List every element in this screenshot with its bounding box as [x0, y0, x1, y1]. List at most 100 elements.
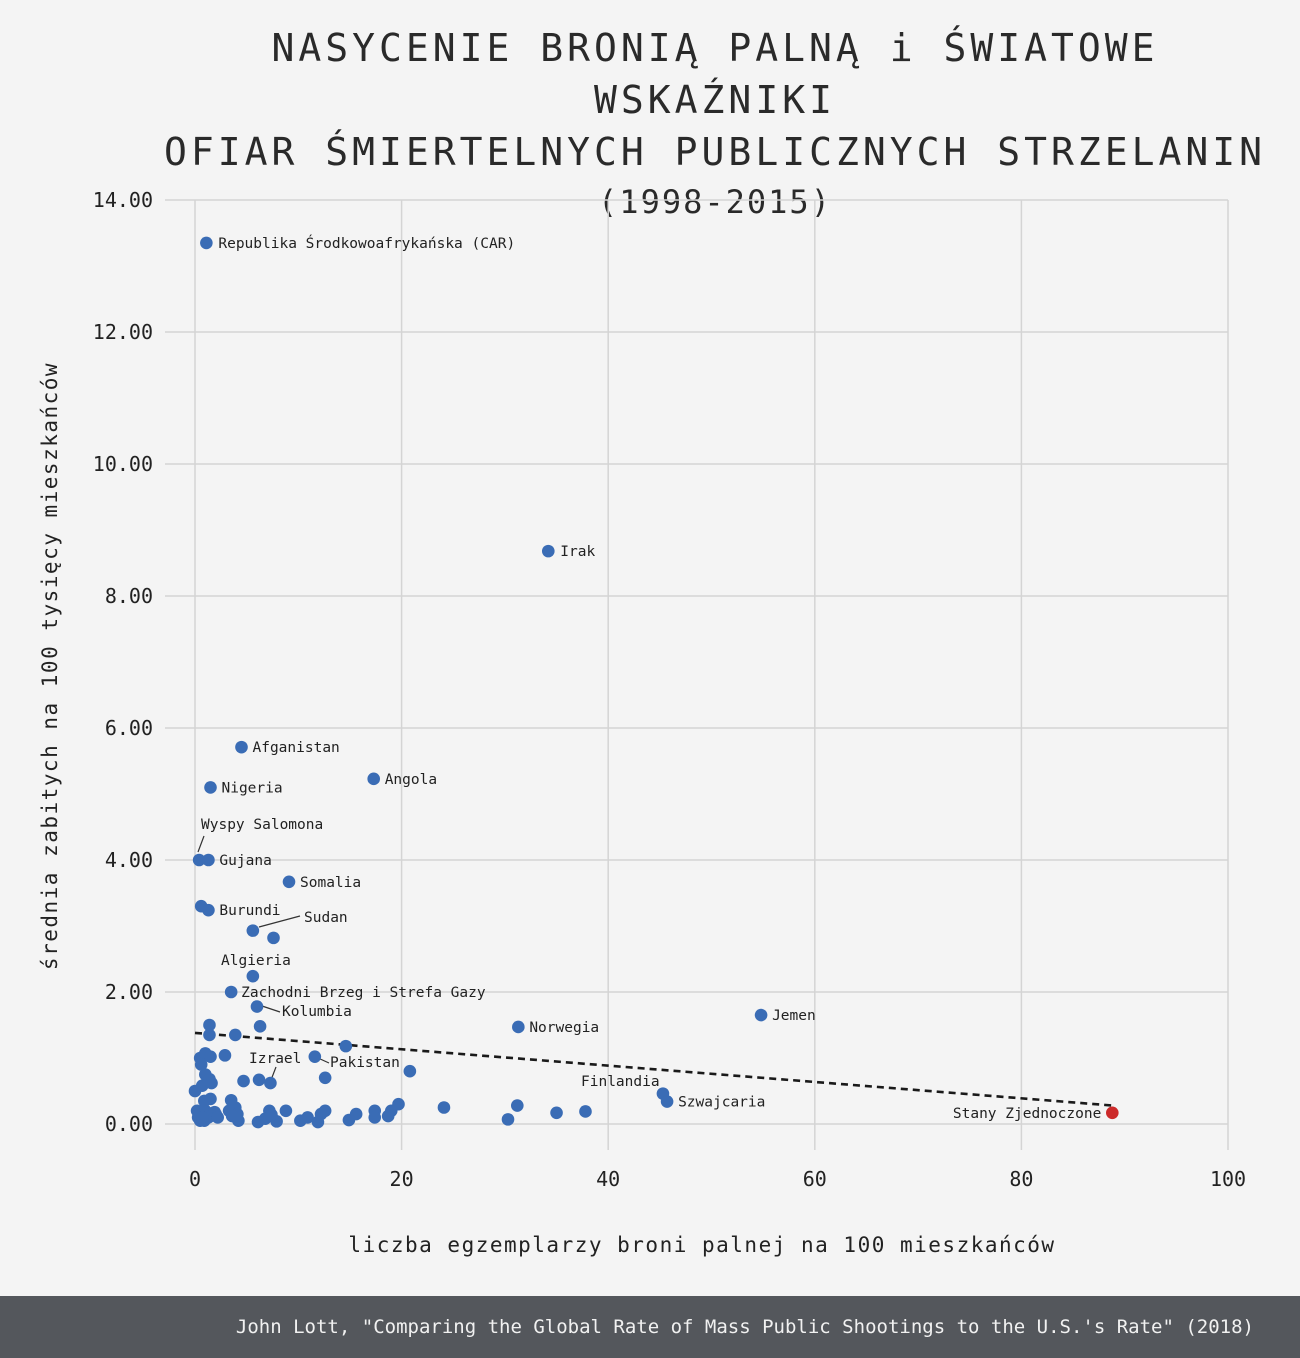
chart-title: NASYCENIE BRONIĄ PALNĄ i ŚWIATOWE WSKAŹN… — [150, 22, 1280, 226]
data-points — [188, 236, 1119, 1129]
chart-grid — [165, 199, 1229, 1150]
data-point — [253, 1020, 267, 1033]
data-point — [267, 931, 280, 945]
footer-bar: John Lott, "Comparing the Global Rate of… — [0, 1296, 1300, 1358]
data-point-labeled — [246, 969, 260, 983]
data-point — [311, 1115, 325, 1129]
data-point-labeled — [246, 924, 260, 937]
point-label: Stany Zjednoczone — [953, 1106, 1101, 1122]
point-label: Izrael — [249, 1051, 301, 1067]
point-label: Jemen — [772, 1008, 816, 1024]
data-point — [403, 1064, 417, 1078]
data-point-labeled — [200, 236, 213, 250]
x-tick-label: 60 — [803, 1167, 827, 1191]
data-point — [218, 1049, 232, 1062]
data-point — [550, 1106, 563, 1120]
y-tick-label: 14.00 — [93, 188, 153, 212]
y-tick-label: 6.00 — [105, 716, 153, 740]
leader-line — [261, 1005, 281, 1013]
y-tick-label: 8.00 — [105, 584, 153, 608]
data-point — [368, 1111, 382, 1124]
data-point — [342, 1113, 356, 1127]
y-tick-label: 4.00 — [105, 848, 153, 872]
data-point-labeled — [264, 1076, 277, 1090]
data-point — [301, 1111, 314, 1124]
data-point — [203, 1028, 216, 1042]
point-label: Gujana — [219, 853, 271, 869]
x-axis-label: liczba egzemplarzy broni palnej na 100 m… — [348, 1233, 1055, 1257]
data-point — [194, 1058, 208, 1071]
point-label: Zachodni Brzeg i Strefa Gazy — [241, 985, 486, 1001]
point-label: Republika Środkowoafrykańska (CAR) — [218, 234, 515, 252]
x-tick-label: 80 — [1009, 1167, 1033, 1191]
chart-title-line-3: (1998-2015) — [598, 183, 832, 221]
data-point — [237, 1074, 250, 1088]
point-label: Somalia — [300, 875, 361, 891]
point-label: Kolumbia — [282, 1004, 352, 1020]
point-label: Burundi — [219, 903, 280, 919]
data-point — [252, 1073, 266, 1087]
data-point — [318, 1071, 332, 1085]
data-point — [437, 1101, 451, 1114]
data-point — [579, 1105, 592, 1118]
data-point-labeled — [235, 740, 248, 754]
point-labels: Republika Środkowoafrykańska (CAR) Irak Af… — [201, 234, 1101, 1122]
data-point — [203, 1018, 216, 1032]
point-label: Wyspy Salomona — [201, 817, 323, 833]
x-tick-label: 0 — [189, 1167, 201, 1191]
chart-title-line-2: OFIAR ŚMIERTELNYCH PUBLICZNYCH STRZELANI… — [164, 130, 1266, 174]
x-axis-ticks: 0 20 40 60 80 100 — [189, 1167, 1246, 1191]
source-citation: John Lott, "Comparing the Global Rate of… — [235, 1316, 1254, 1338]
x-tick-label: 100 — [1210, 1167, 1246, 1191]
point-label: Irak — [560, 544, 595, 560]
data-point — [501, 1113, 515, 1126]
data-point-labeled — [192, 853, 206, 867]
point-label: Algieria — [221, 953, 291, 969]
y-tick-label: 12.00 — [93, 320, 153, 344]
trendline — [194, 1031, 1113, 1107]
point-label: Norwegia — [529, 1020, 599, 1036]
data-point-labeled — [754, 1008, 768, 1022]
data-point — [339, 1039, 353, 1053]
data-point-labeled — [541, 544, 555, 558]
data-point-labeled — [224, 985, 238, 999]
scatter-chart: 0 20 40 60 80 100 0.00 2.00 4.00 6.00 8.00 10.00 12… — [38, 188, 1246, 1257]
data-point-labeled — [1106, 1106, 1119, 1120]
y-tick-label: 0.00 — [105, 1112, 153, 1136]
data-point-labeled — [202, 903, 215, 917]
data-point-labeled — [367, 772, 381, 786]
y-axis-label: średnia zabitych na 100 tysięcy mieszkań… — [38, 362, 62, 970]
data-point-labeled — [660, 1095, 674, 1108]
leader-line — [197, 835, 205, 853]
chart-title-line-1: NASYCENIE BRONIĄ PALNĄ i ŚWIATOWE WSKAŹN… — [271, 26, 1159, 122]
leader-line — [258, 915, 301, 928]
x-tick-label: 20 — [390, 1167, 414, 1191]
data-point — [204, 1050, 217, 1063]
x-tick-label: 40 — [596, 1167, 620, 1191]
y-tick-label: 2.00 — [105, 980, 153, 1004]
data-point — [265, 1108, 278, 1122]
data-point-labeled — [204, 781, 217, 794]
data-point — [211, 1111, 225, 1124]
data-point-labeled — [250, 1000, 264, 1013]
data-point — [225, 1109, 239, 1123]
data-point — [279, 1104, 293, 1118]
y-tick-label: 10.00 — [93, 452, 153, 476]
data-point — [381, 1109, 395, 1123]
data-point-labeled — [512, 1020, 525, 1034]
data-point — [228, 1028, 242, 1042]
point-label: Nigeria — [221, 780, 282, 796]
point-label: Pakistan — [330, 1055, 400, 1071]
data-point-labeled — [202, 853, 215, 867]
data-point — [188, 1084, 202, 1098]
data-point — [392, 1097, 405, 1111]
point-label: Szwajcaria — [678, 1095, 765, 1111]
y-axis-ticks: 0.00 2.00 4.00 6.00 8.00 10.00 12.00 14.00 — [93, 188, 153, 1136]
data-point — [510, 1099, 524, 1112]
data-point-labeled — [282, 875, 296, 889]
data-point — [197, 1094, 211, 1108]
data-point — [195, 1111, 209, 1124]
data-point-labeled — [308, 1050, 322, 1063]
point-label: Sudan — [304, 910, 348, 926]
point-label: Afganistan — [252, 740, 339, 756]
